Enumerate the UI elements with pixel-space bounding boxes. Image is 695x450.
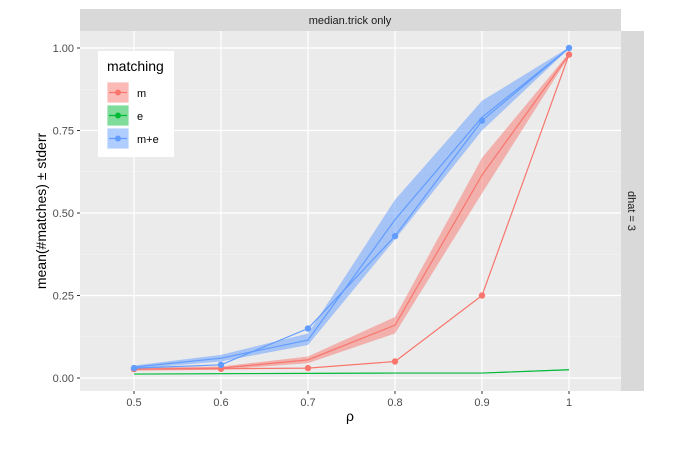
legend: matching me m+e [98, 51, 174, 157]
x-tick-label: 0.9 [474, 397, 489, 409]
point-line-m-plus-e [133, 47, 570, 369]
data-point-m-plus-e [304, 325, 312, 332]
data-point-m-plus-e [217, 361, 225, 368]
data-point-m [478, 292, 486, 299]
legend-label-m-plus-e: m+e [137, 134, 159, 146]
data-point-m-plus-e [565, 44, 573, 52]
legend-keys: me m+e [106, 81, 159, 150]
x-tick-label: 0.7 [300, 397, 315, 409]
data-point-m [565, 51, 573, 58]
y-tick-label: 0.25 [53, 291, 74, 303]
ribbon-m-plus-e [134, 47, 569, 369]
data-point-m [304, 364, 312, 372]
legend-label-e: e [137, 111, 143, 123]
facet-right-label: dhat = 3 [625, 191, 637, 231]
x-axis-title: ρ [346, 408, 354, 424]
facet-top-label: median.trick only [309, 15, 392, 27]
point-line-m [133, 54, 570, 370]
x-tick-label: 0.8 [387, 397, 402, 409]
data-point-m-plus-e [130, 364, 138, 372]
x-tick-label: 0.6 [213, 397, 228, 409]
y-axis: 0.00 0.25 0.50 0.75 1.00 [53, 43, 80, 385]
legend-key-point-m-plus-e [115, 135, 121, 142]
legend-label-m: m [137, 88, 146, 100]
facet-right-strip [621, 31, 644, 391]
legend-title: matching [107, 58, 164, 74]
legend-key-point-e [115, 112, 121, 119]
mean-line-e [133, 369, 570, 375]
y-tick-label: 1.00 [53, 43, 74, 55]
x-tick-label: 0.5 [126, 397, 141, 409]
legend-key-point-m [115, 89, 121, 96]
x-tick-label: 1 [566, 397, 572, 409]
y-tick-label: 0.75 [53, 126, 74, 138]
y-tick-label: 0.00 [53, 373, 74, 385]
data-point-m-plus-e [391, 232, 399, 240]
data-point-m [391, 358, 399, 365]
x-axis: 0.5 0.6 0.7 0.8 0.9 1 [126, 391, 572, 409]
data-point-m-plus-e [478, 117, 486, 124]
y-axis-title: mean(#matches) ± stderr [33, 133, 49, 290]
facet-top-strip [80, 9, 621, 31]
y-tick-label: 0.50 [53, 208, 74, 220]
point-lines [130, 44, 573, 373]
mean-line-m-plus-e [133, 47, 570, 368]
